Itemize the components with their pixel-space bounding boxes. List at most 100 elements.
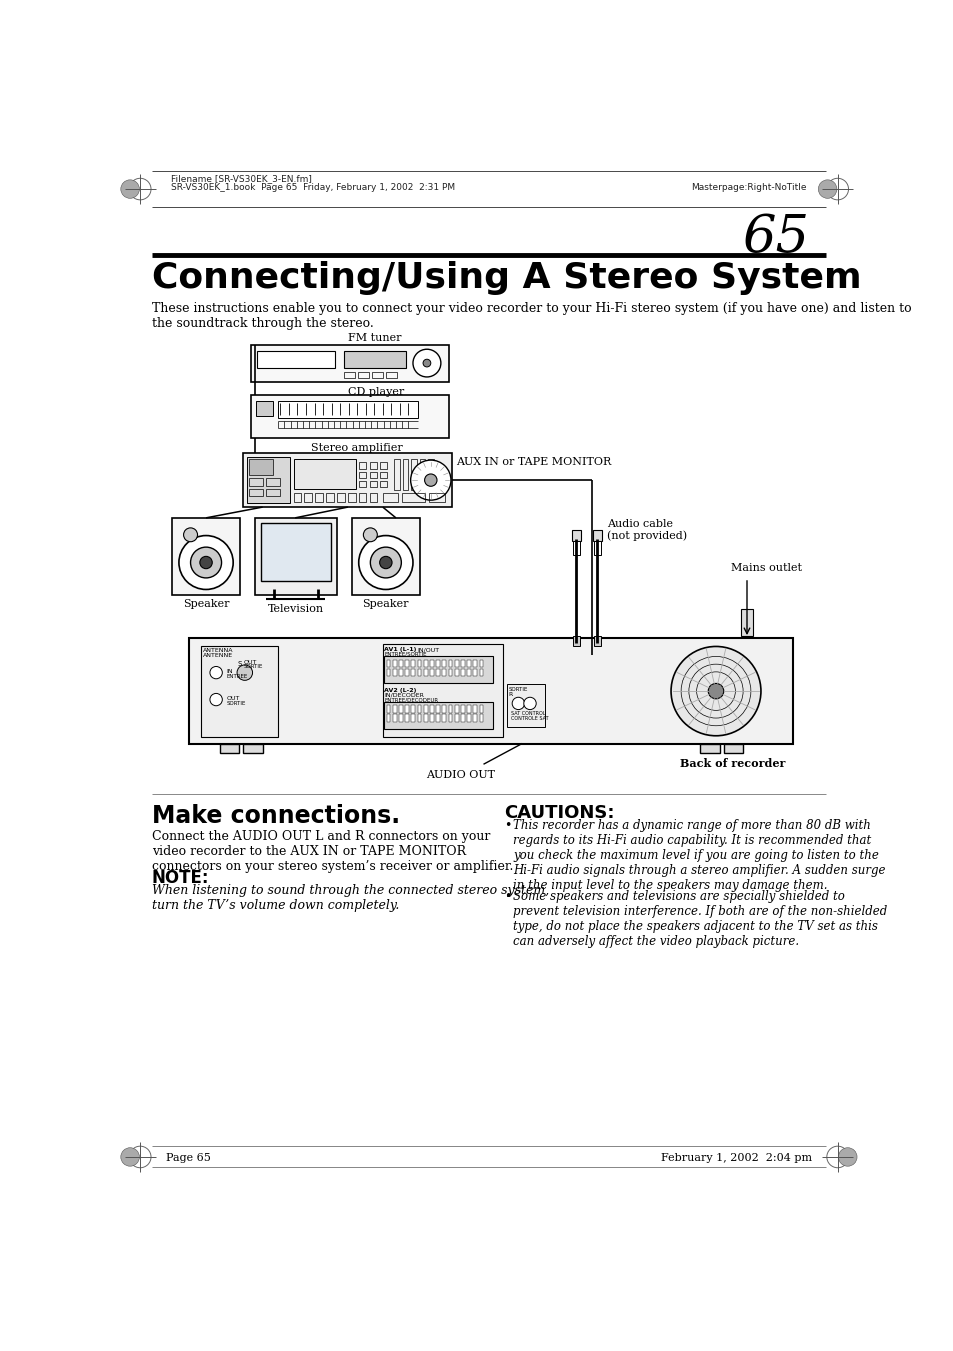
Bar xyxy=(352,517,419,594)
Bar xyxy=(247,457,290,503)
Bar xyxy=(382,644,502,736)
Bar xyxy=(740,609,753,636)
Circle shape xyxy=(523,697,536,709)
Bar xyxy=(442,659,446,667)
Text: NOTE:: NOTE: xyxy=(152,869,209,888)
Bar xyxy=(442,705,446,713)
Bar xyxy=(393,705,396,713)
Bar xyxy=(573,540,579,555)
Text: ENTREE: ENTREE xyxy=(226,674,247,680)
Bar xyxy=(220,744,239,754)
Circle shape xyxy=(670,646,760,736)
Bar xyxy=(479,659,483,667)
Text: S: S xyxy=(236,661,241,667)
Text: CAUTIONS:: CAUTIONS: xyxy=(504,804,615,821)
Bar xyxy=(254,517,336,594)
Bar xyxy=(249,459,273,474)
Bar xyxy=(249,478,263,485)
Circle shape xyxy=(191,547,221,578)
Bar xyxy=(386,715,390,721)
Bar xyxy=(594,540,599,555)
Bar xyxy=(255,401,273,416)
Circle shape xyxy=(199,557,212,569)
Bar xyxy=(384,703,493,728)
Text: SORTIE: SORTIE xyxy=(243,665,262,669)
Bar xyxy=(294,493,301,503)
Text: ANTENNE: ANTENNE xyxy=(203,654,233,658)
Circle shape xyxy=(413,349,440,377)
Bar xyxy=(411,659,415,667)
Text: Speaker: Speaker xyxy=(362,598,409,609)
Bar xyxy=(436,715,439,721)
Bar xyxy=(369,493,377,503)
Text: AUX IN or TAPE MONITOR: AUX IN or TAPE MONITOR xyxy=(456,457,611,467)
Bar xyxy=(348,493,355,503)
Text: SORTIE: SORTIE xyxy=(508,688,527,692)
Text: IN: IN xyxy=(226,669,233,674)
Bar xyxy=(382,493,397,503)
Text: Make connections.: Make connections. xyxy=(152,804,399,828)
Bar xyxy=(189,638,793,744)
Bar xyxy=(386,669,390,677)
Circle shape xyxy=(121,180,139,199)
Text: OUT: OUT xyxy=(243,659,256,665)
Circle shape xyxy=(363,528,377,542)
Bar xyxy=(448,669,452,677)
Circle shape xyxy=(236,665,253,681)
Bar xyxy=(455,669,458,677)
Bar xyxy=(448,715,452,721)
Bar xyxy=(386,659,390,667)
Text: FM tuner: FM tuner xyxy=(348,334,401,343)
Bar xyxy=(411,669,415,677)
Text: ENTREE/DECODEUR: ENTREE/DECODEUR xyxy=(384,697,438,703)
Bar xyxy=(344,351,406,367)
Text: ANTENNA: ANTENNA xyxy=(203,648,233,653)
Bar xyxy=(417,715,421,721)
Bar xyxy=(467,715,471,721)
Bar xyxy=(506,684,545,727)
Bar xyxy=(405,715,409,721)
Bar xyxy=(436,705,439,713)
Bar xyxy=(455,659,458,667)
Text: AV1 (L-1): AV1 (L-1) xyxy=(384,647,416,653)
Bar xyxy=(460,669,464,677)
Bar xyxy=(571,530,580,540)
Circle shape xyxy=(210,666,222,678)
Bar xyxy=(243,453,452,507)
Text: IN/DECODER: IN/DECODER xyxy=(384,693,424,697)
Bar xyxy=(402,459,408,490)
Text: AV2 (L-2): AV2 (L-2) xyxy=(384,688,416,693)
Text: ENTREE/SORTIE: ENTREE/SORTIE xyxy=(384,651,426,657)
Text: Some speakers and televisions are specially shielded to
prevent television inter: Some speakers and televisions are specia… xyxy=(513,890,886,948)
Circle shape xyxy=(424,474,436,486)
Bar xyxy=(249,489,263,496)
Bar xyxy=(278,401,417,417)
Bar xyxy=(460,715,464,721)
Bar xyxy=(398,705,402,713)
Circle shape xyxy=(422,359,431,367)
Bar xyxy=(592,530,601,540)
Bar xyxy=(251,345,448,381)
Bar xyxy=(442,669,446,677)
Text: 65: 65 xyxy=(741,212,808,263)
Bar xyxy=(384,657,493,684)
Bar xyxy=(379,471,386,478)
Bar xyxy=(326,493,334,503)
Bar xyxy=(423,659,427,667)
Bar xyxy=(266,489,280,496)
Bar xyxy=(448,659,452,667)
Bar xyxy=(479,669,483,677)
Bar xyxy=(315,493,323,503)
Bar xyxy=(448,705,452,713)
Circle shape xyxy=(512,697,524,709)
Circle shape xyxy=(179,535,233,589)
Bar xyxy=(436,659,439,667)
Bar xyxy=(402,493,425,503)
Bar xyxy=(336,493,344,503)
Bar xyxy=(411,705,415,713)
Bar xyxy=(294,459,355,489)
Bar xyxy=(200,646,278,736)
Bar xyxy=(369,462,376,469)
Text: This recorder has a dynamic range of more than 80 dB with
regards to its Hi-Fi a: This recorder has a dynamic range of mor… xyxy=(513,819,884,892)
Bar xyxy=(428,459,434,490)
